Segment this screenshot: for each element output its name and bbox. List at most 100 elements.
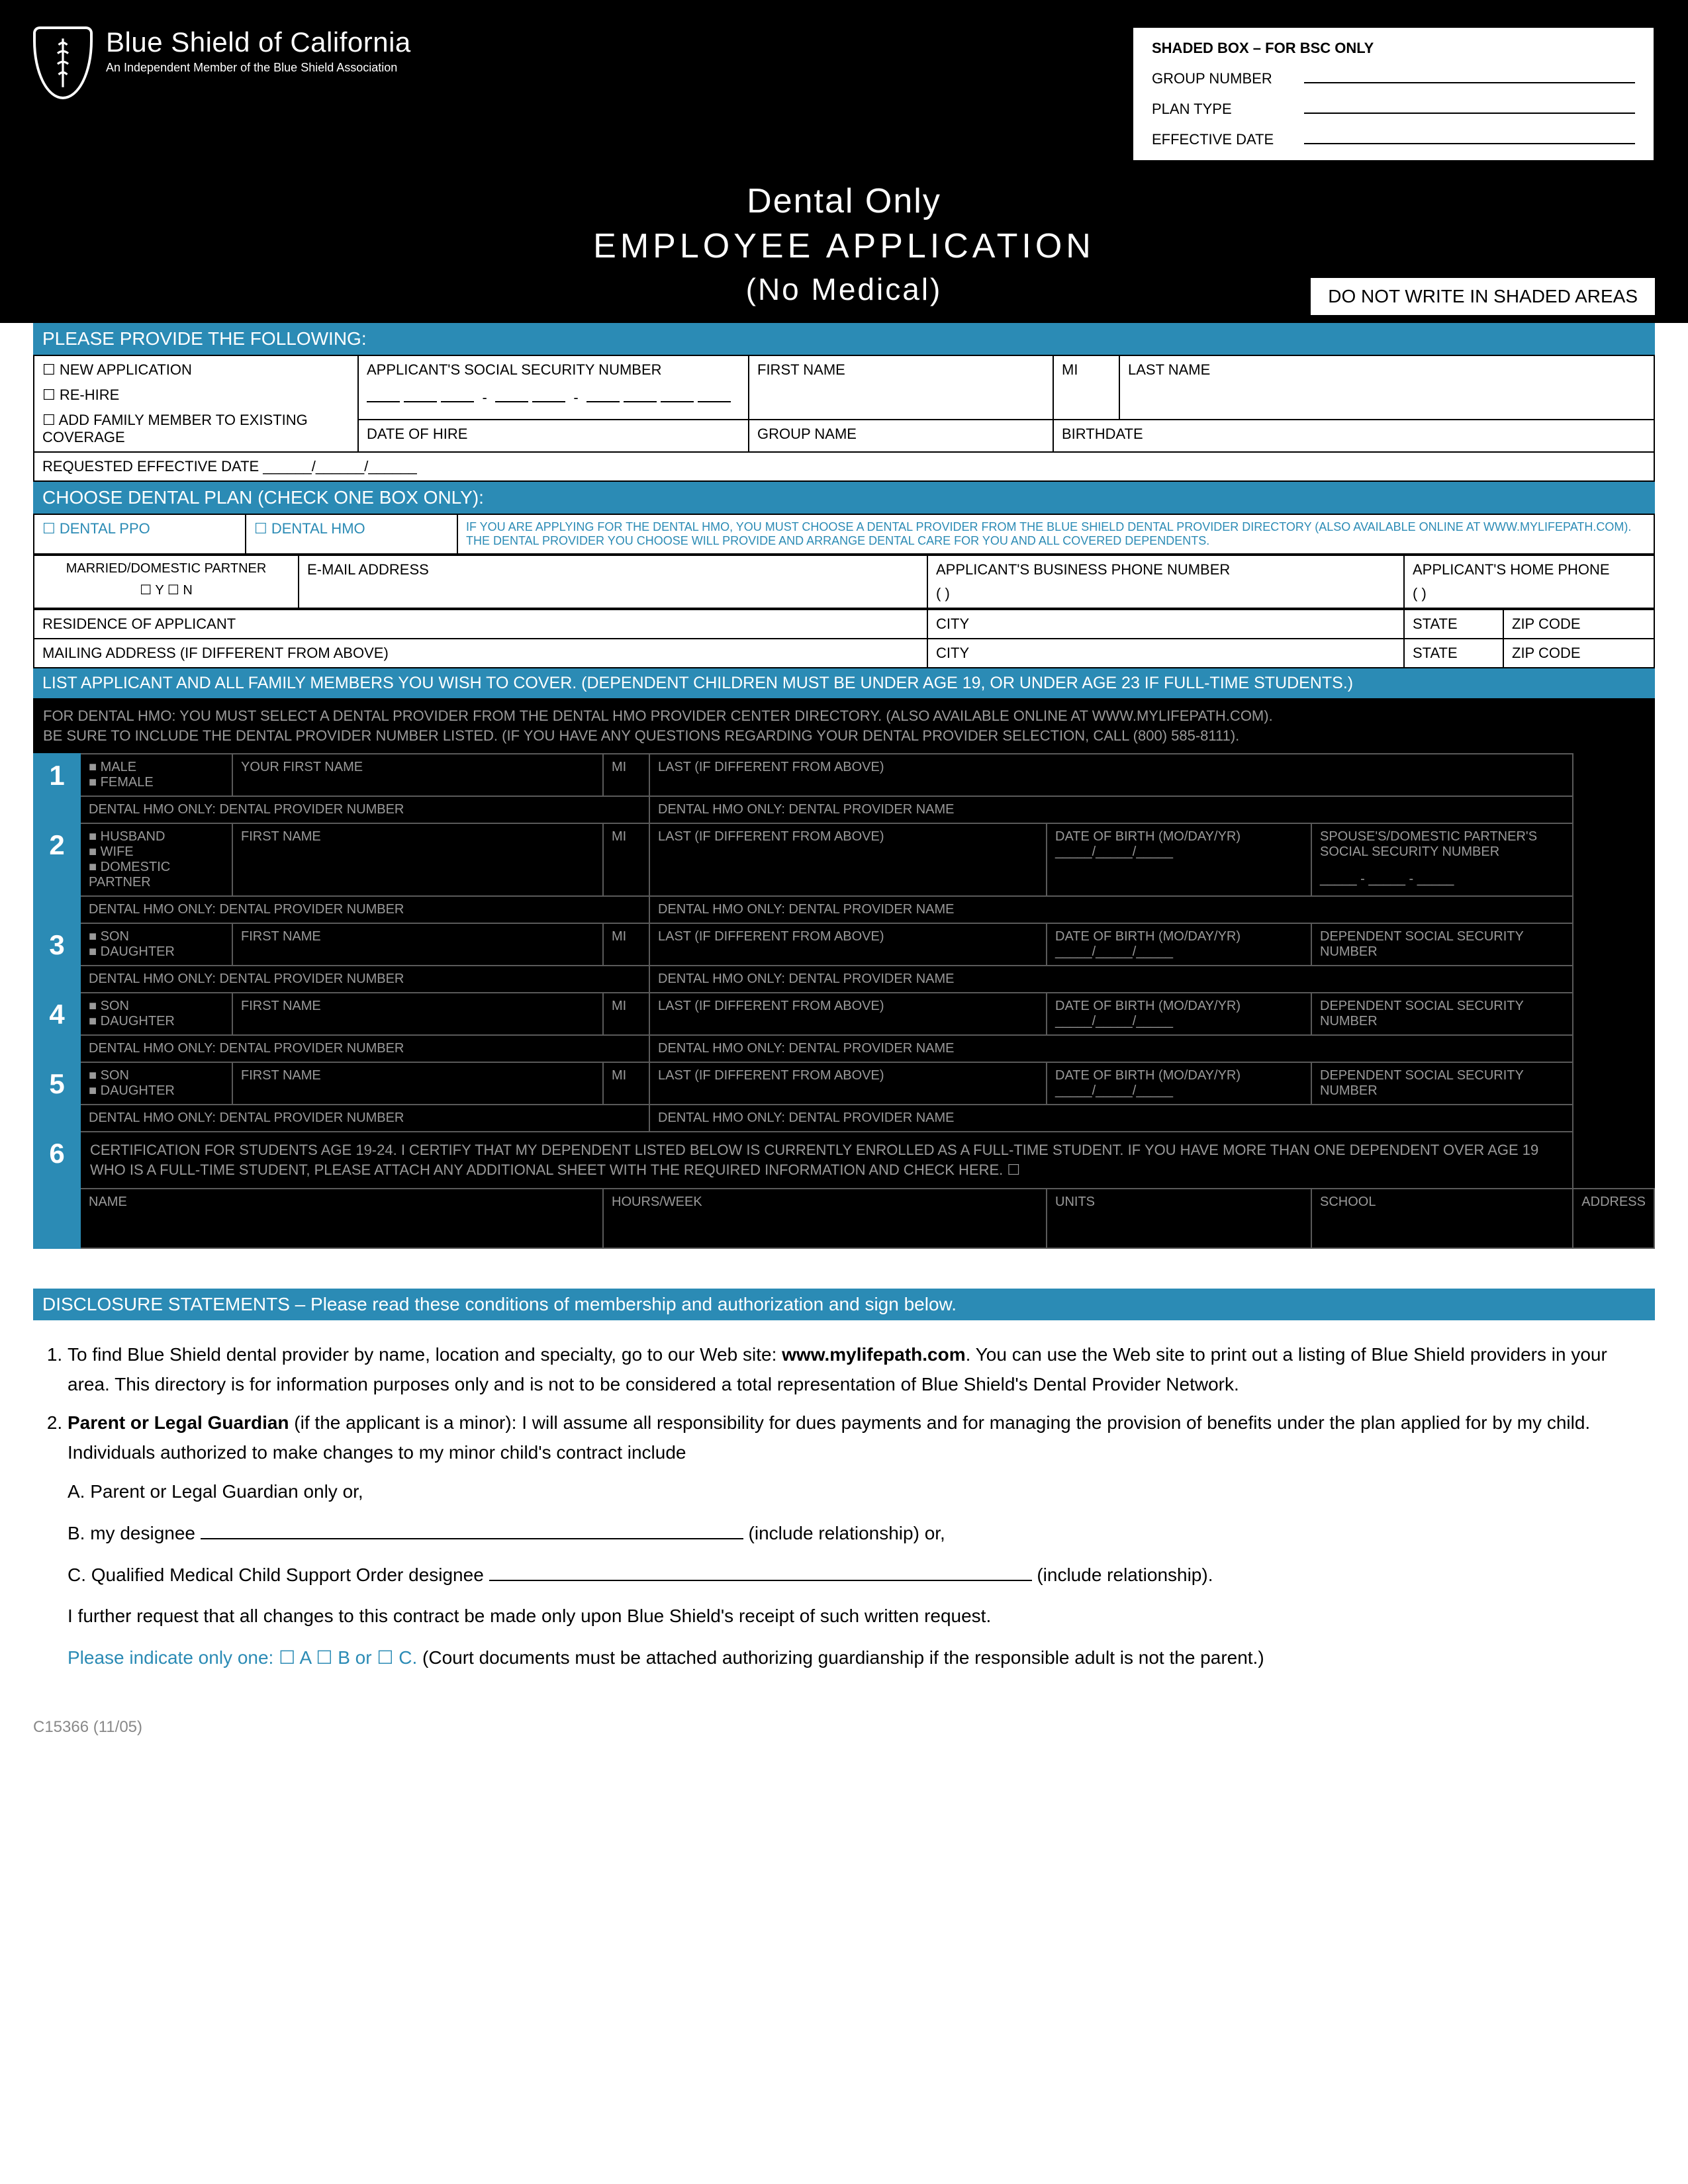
row5-hmo-name-field[interactable]: DENTAL HMO ONLY: DENTAL PROVIDER NAME xyxy=(649,1105,1573,1132)
row3-dep-ssn-field[interactable]: DEPENDENT SOCIAL SECURITY NUMBER xyxy=(1311,923,1573,966)
row3-dob-label: DATE OF BIRTH (MO/DAY/YR) xyxy=(1055,929,1303,944)
mailing-field[interactable]: MAILING ADDRESS (IF DIFFERENT FROM ABOVE… xyxy=(34,639,927,668)
residence-city-field[interactable]: CITY xyxy=(927,610,1404,639)
ssn-field[interactable]: - - xyxy=(367,389,740,406)
row3-hmo-name-field[interactable]: DENTAL HMO ONLY: DENTAL PROVIDER NAME xyxy=(649,966,1573,993)
row5-dep-ssn-field[interactable]: DEPENDENT SOCIAL SECURITY NUMBER xyxy=(1311,1062,1573,1105)
residence-field[interactable]: RESIDENCE OF APPLICANT xyxy=(34,610,927,639)
row5-hmo-number-field[interactable]: DENTAL HMO ONLY: DENTAL PROVIDER NUMBER xyxy=(80,1105,649,1132)
home-phone-label: APPLICANT'S HOME PHONE xyxy=(1413,561,1646,578)
indicate-one[interactable]: Please indicate only one: ☐ A ☐ B or ☐ C… xyxy=(68,1647,417,1668)
married-label: MARRIED/DOMESTIC PARTNER xyxy=(42,561,290,576)
row2-dob-field[interactable]: _____/_____/_____ xyxy=(1055,844,1303,860)
family-members-table: FOR DENTAL HMO: YOU MUST SELECT A DENTAL… xyxy=(33,698,1655,1249)
married-yn-checkbox[interactable]: ☐ Y ☐ N xyxy=(42,582,290,598)
row4-hmo-number-field[interactable]: DENTAL HMO ONLY: DENTAL PROVIDER NUMBER xyxy=(80,1035,649,1062)
row4-daughter-checkbox[interactable]: ■ DAUGHTER xyxy=(89,1014,224,1029)
row4-dob-field[interactable]: _____/_____/_____ xyxy=(1055,1014,1303,1029)
ssn-label: APPLICANT'S SOCIAL SECURITY NUMBER xyxy=(367,361,740,379)
row1-first-name-field[interactable]: YOUR FIRST NAME xyxy=(232,754,603,796)
birthdate-field[interactable]: BIRTHDATE xyxy=(1053,420,1654,452)
row2-spouse-ssn-field[interactable]: _____ - _____ - _____ xyxy=(1320,872,1564,887)
row4-last-name-field[interactable]: LAST (IF DIFFERENT FROM ABOVE) xyxy=(649,993,1047,1035)
date-of-hire-field[interactable]: DATE OF HIRE xyxy=(358,420,749,452)
business-phone-label: APPLICANT'S BUSINESS PHONE NUMBER xyxy=(936,561,1395,578)
row4-dep-ssn-field[interactable]: DEPENDENT SOCIAL SECURITY NUMBER xyxy=(1311,993,1573,1035)
row3-hmo-number-field[interactable]: DENTAL HMO ONLY: DENTAL PROVIDER NUMBER xyxy=(80,966,649,993)
contact-info-table: MARRIED/DOMESTIC PARTNER ☐ Y ☐ N E-MAIL … xyxy=(33,555,1655,609)
mailing-city-field[interactable]: CITY xyxy=(927,639,1404,668)
option-b[interactable]: B. my designee (include relationship) or… xyxy=(68,1519,1646,1549)
row2-domestic-checkbox[interactable]: ■ DOMESTIC PARTNER xyxy=(89,860,224,890)
requested-effective-date-field[interactable]: REQUESTED EFFECTIVE DATE ______/______/_… xyxy=(34,452,1654,481)
option-c[interactable]: C. Qualified Medical Child Support Order… xyxy=(68,1561,1646,1590)
row1-female-checkbox[interactable]: ■ FEMALE xyxy=(89,775,224,790)
row1-last-name-field[interactable]: LAST (IF DIFFERENT FROM ABOVE) xyxy=(649,754,1573,796)
row6-address-field[interactable]: ADDRESS xyxy=(1573,1189,1654,1248)
row5-son-checkbox[interactable]: ■ SON xyxy=(89,1068,224,1083)
row2-mi-field[interactable]: MI xyxy=(603,823,649,896)
row2-last-name-field[interactable]: LAST (IF DIFFERENT FROM ABOVE) xyxy=(649,823,1047,896)
row6-units-field[interactable]: UNITS xyxy=(1047,1189,1311,1248)
dental-ppo-checkbox[interactable]: ☐ DENTAL PPO xyxy=(34,514,246,554)
row4-dob-label: DATE OF BIRTH (MO/DAY/YR) xyxy=(1055,999,1303,1014)
row6-name-field[interactable]: NAME xyxy=(80,1189,603,1248)
row2-wife-checkbox[interactable]: ■ WIFE xyxy=(89,844,224,860)
group-name-field[interactable]: GROUP NAME xyxy=(749,420,1053,452)
row2-hmo-name-field[interactable]: DENTAL HMO ONLY: DENTAL PROVIDER NAME xyxy=(649,896,1573,923)
row1-hmo-name-field[interactable]: DENTAL HMO ONLY: DENTAL PROVIDER NAME xyxy=(649,796,1573,823)
add-family-checkbox[interactable]: ☐ ADD FAMILY MEMBER TO EXISTING COVERAGE xyxy=(42,412,350,446)
row4-son-checkbox[interactable]: ■ SON xyxy=(89,999,224,1014)
title-line-2: EMPLOYEE APPLICATION xyxy=(33,226,1655,266)
row6-hours-field[interactable]: HOURS/WEEK xyxy=(603,1189,1047,1248)
disclosure-item-2: Parent or Legal Guardian (if the applica… xyxy=(68,1408,1646,1673)
row3-dob-field[interactable]: _____/_____/_____ xyxy=(1055,944,1303,960)
row2-first-name-field[interactable]: FIRST NAME xyxy=(232,823,603,896)
form-code: C15366 (11/05) xyxy=(0,1692,1688,1763)
row1-male-checkbox[interactable]: ■ MALE xyxy=(89,760,224,775)
bsc-group-number-field[interactable] xyxy=(1304,70,1635,83)
row4-mi-field[interactable]: MI xyxy=(603,993,649,1035)
first-name-field[interactable]: FIRST NAME xyxy=(749,355,1053,420)
row5-last-name-field[interactable]: LAST (IF DIFFERENT FROM ABOVE) xyxy=(649,1062,1047,1105)
row4-hmo-name-field[interactable]: DENTAL HMO ONLY: DENTAL PROVIDER NAME xyxy=(649,1035,1573,1062)
home-phone-field[interactable]: ( ) xyxy=(1413,585,1646,602)
bsc-effective-date-field[interactable] xyxy=(1304,131,1635,144)
new-application-checkbox[interactable]: ☐ NEW APPLICATION xyxy=(42,361,350,379)
row5-first-name-field[interactable]: FIRST NAME xyxy=(232,1062,603,1105)
row1-hmo-number-field[interactable]: DENTAL HMO ONLY: DENTAL PROVIDER NUMBER xyxy=(80,796,649,823)
row5-daughter-checkbox[interactable]: ■ DAUGHTER xyxy=(89,1083,224,1099)
disclosure-item-1: To find Blue Shield dental provider by n… xyxy=(68,1340,1646,1400)
row3-daughter-checkbox[interactable]: ■ DAUGHTER xyxy=(89,944,224,960)
indicate-post: (Court documents must be attached author… xyxy=(417,1647,1264,1668)
email-field[interactable]: E-MAIL ADDRESS xyxy=(299,555,927,608)
row5-mi-field[interactable]: MI xyxy=(603,1062,649,1105)
row3-son-checkbox[interactable]: ■ SON xyxy=(89,929,224,944)
dental-hmo-checkbox[interactable]: ☐ DENTAL HMO xyxy=(246,514,457,554)
mailing-zip-field[interactable]: ZIP CODE xyxy=(1503,639,1654,668)
row5-dob-label: DATE OF BIRTH (MO/DAY/YR) xyxy=(1055,1068,1303,1083)
mi-field[interactable]: MI xyxy=(1053,355,1119,420)
mailing-state-field[interactable]: STATE xyxy=(1404,639,1503,668)
section-bar-family: LIST APPLICANT AND ALL FAMILY MEMBERS YO… xyxy=(33,668,1655,698)
residence-zip-field[interactable]: ZIP CODE xyxy=(1503,610,1654,639)
business-phone-field[interactable]: ( ) xyxy=(936,585,1395,602)
row4-first-name-field[interactable]: FIRST NAME xyxy=(232,993,603,1035)
title-line-1: Dental Only xyxy=(33,181,1655,221)
row2-husband-checkbox[interactable]: ■ HUSBAND xyxy=(89,829,224,844)
brand-name: Blue Shield of California xyxy=(106,26,411,58)
last-name-field[interactable]: LAST NAME xyxy=(1119,355,1654,420)
row5-dob-field[interactable]: _____/_____/_____ xyxy=(1055,1083,1303,1099)
row3-last-name-field[interactable]: LAST (IF DIFFERENT FROM ABOVE) xyxy=(649,923,1047,966)
row1-mi-field[interactable]: MI xyxy=(603,754,649,796)
plan-selection-table: ☐ DENTAL PPO ☐ DENTAL HMO IF YOU ARE APP… xyxy=(33,514,1655,555)
row3-first-name-field[interactable]: FIRST NAME xyxy=(232,923,603,966)
row2-hmo-number-field[interactable]: DENTAL HMO ONLY: DENTAL PROVIDER NUMBER xyxy=(80,896,649,923)
row3-mi-field[interactable]: MI xyxy=(603,923,649,966)
logo-block: Blue Shield of California An Independent… xyxy=(33,26,411,99)
rehire-checkbox[interactable]: ☐ RE-HIRE xyxy=(42,387,350,404)
bsc-plan-type-field[interactable] xyxy=(1304,101,1635,114)
hmo-instruction-1: FOR DENTAL HMO: YOU MUST SELECT A DENTAL… xyxy=(43,706,1564,726)
row6-school-field[interactable]: SCHOOL xyxy=(1311,1189,1573,1248)
residence-state-field[interactable]: STATE xyxy=(1404,610,1503,639)
